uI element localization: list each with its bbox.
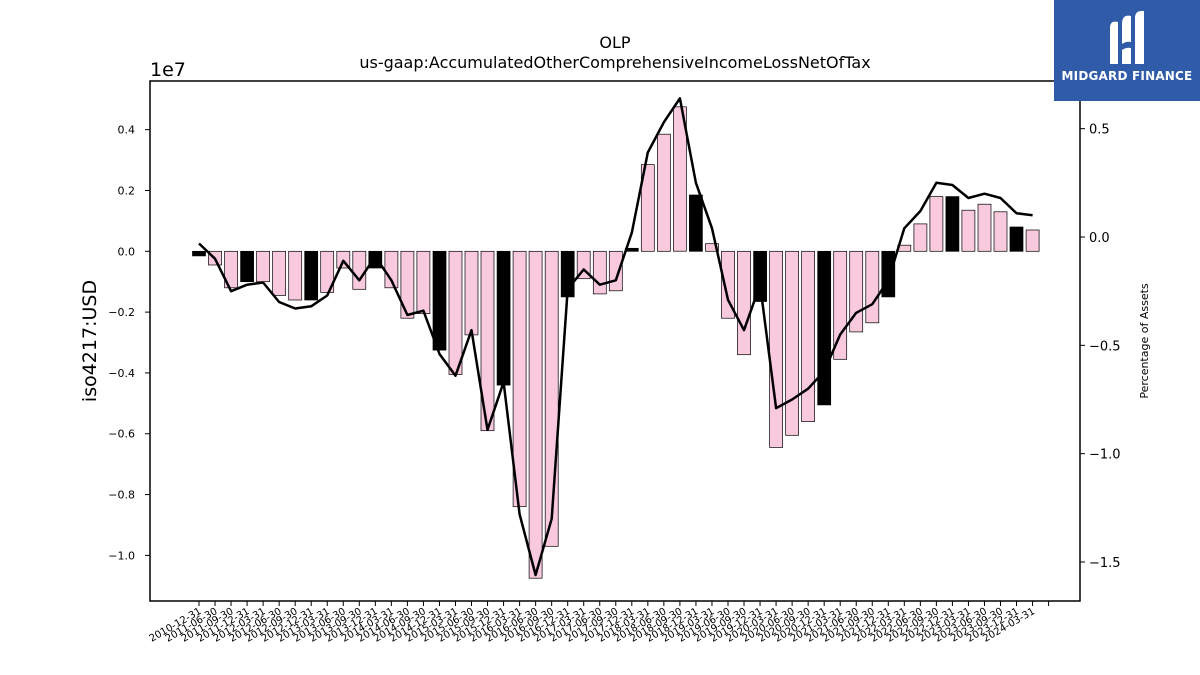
chart-title: OLP bbox=[599, 33, 631, 52]
bar-2020-06-30 bbox=[801, 250, 815, 422]
bar-2017-06-30 bbox=[608, 250, 623, 292]
chart-subtitle: us-gaap:AccumulatedOtherComprehensiveInc… bbox=[359, 53, 870, 72]
y-tick-label: 0.0 bbox=[118, 245, 136, 258]
y-tick-label: 0.4 bbox=[118, 124, 136, 137]
bar-2020-12-31 bbox=[833, 250, 848, 360]
bar-2021-06-30 bbox=[865, 250, 880, 324]
bar-2015-09-30 bbox=[496, 250, 511, 386]
percentage-line-series bbox=[198, 97, 1033, 577]
bar-2023-12-31 bbox=[1025, 229, 1040, 252]
y2-tick-label: 0.0 bbox=[1089, 231, 1110, 246]
bar-2019-12-31 bbox=[769, 250, 783, 448]
bar-2011-06-30 bbox=[224, 250, 238, 289]
bar-2016-03-31 bbox=[528, 250, 543, 579]
bar-2014-06-30 bbox=[416, 250, 431, 314]
brand-name: MIDGARD FINANCE bbox=[1061, 69, 1193, 83]
bar-2022-12-31 bbox=[961, 209, 976, 252]
midgard-logo-icon bbox=[1110, 10, 1144, 65]
bar-2011-12-31 bbox=[256, 250, 270, 283]
y-tick-label: 0.2 bbox=[118, 184, 136, 197]
bar-2019-09-30 bbox=[753, 250, 767, 302]
y2-tick-label: 0.5 bbox=[1089, 123, 1110, 138]
bar-2018-03-31 bbox=[657, 133, 671, 252]
x-axis-ticks: 2010-12-312011-06-302011-09-302011-12-31… bbox=[148, 601, 1050, 645]
bar-2012-12-31 bbox=[320, 250, 335, 293]
bar-2022-09-30 bbox=[945, 196, 960, 252]
bar-2020-03-31 bbox=[785, 250, 799, 436]
bar-2013-09-30 bbox=[368, 250, 383, 269]
bar-series bbox=[192, 106, 1040, 579]
bar-2010-12-31 bbox=[192, 250, 206, 257]
bar-2017-03-31 bbox=[592, 250, 607, 295]
y-tick-label: −1.0 bbox=[108, 549, 135, 562]
brand-logo: MIDGARD FINANCE bbox=[1054, 0, 1200, 101]
bar-2014-03-31 bbox=[400, 250, 415, 319]
y-axis-label: iso4217:USD bbox=[79, 280, 101, 402]
bar-2022-06-30 bbox=[929, 196, 944, 252]
bar-2023-06-30 bbox=[993, 211, 1008, 252]
bar-2020-09-30 bbox=[817, 250, 832, 406]
bar-2011-09-30 bbox=[240, 250, 254, 283]
y-offset-label: 1e7 bbox=[150, 59, 186, 81]
right-axis-ticks: 0.5 0.0 −0.5 −1.0 −1.5 bbox=[1080, 123, 1121, 571]
bar-2013-06-30 bbox=[352, 250, 367, 290]
y-tick-label: −0.8 bbox=[108, 489, 135, 502]
bar-2023-09-30 bbox=[1009, 226, 1024, 252]
y-tick-label: −0.2 bbox=[108, 306, 135, 319]
bar-2012-09-30 bbox=[304, 250, 319, 301]
bar-2017-12-31 bbox=[640, 164, 655, 252]
bar-2022-03-31 bbox=[913, 223, 928, 252]
bar-2018-12-31 bbox=[705, 243, 719, 252]
bar-2023-03-31 bbox=[977, 203, 992, 252]
percentage-line bbox=[198, 97, 1033, 577]
bar-2019-03-31 bbox=[721, 250, 735, 319]
bar-2018-09-30 bbox=[689, 194, 703, 252]
plot-frame bbox=[149, 80, 1081, 602]
left-axis-ticks: 0.4 0.2 0.0 −0.2 −0.4 −0.6 −0.8 −1.0 bbox=[108, 124, 150, 562]
bar-2014-12-31 bbox=[448, 250, 463, 375]
y2-tick-label: −0.5 bbox=[1089, 339, 1121, 354]
bar-2019-06-30 bbox=[737, 250, 751, 356]
y-tick-label: −0.4 bbox=[108, 367, 135, 380]
y-tick-label: −0.6 bbox=[108, 428, 135, 441]
y2-tick-label: −1.0 bbox=[1089, 448, 1121, 463]
bar-2015-03-31 bbox=[464, 250, 479, 336]
bar-2014-09-30 bbox=[432, 250, 447, 351]
bar-2021-09-30 bbox=[881, 250, 896, 298]
bar-2012-03-31 bbox=[272, 250, 286, 296]
y2-tick-label: −1.5 bbox=[1089, 556, 1121, 571]
bar-2012-06-30 bbox=[288, 250, 303, 301]
y2-axis-label: Percentage of Assets bbox=[1138, 283, 1151, 399]
bar-2018-06-30 bbox=[673, 106, 687, 252]
